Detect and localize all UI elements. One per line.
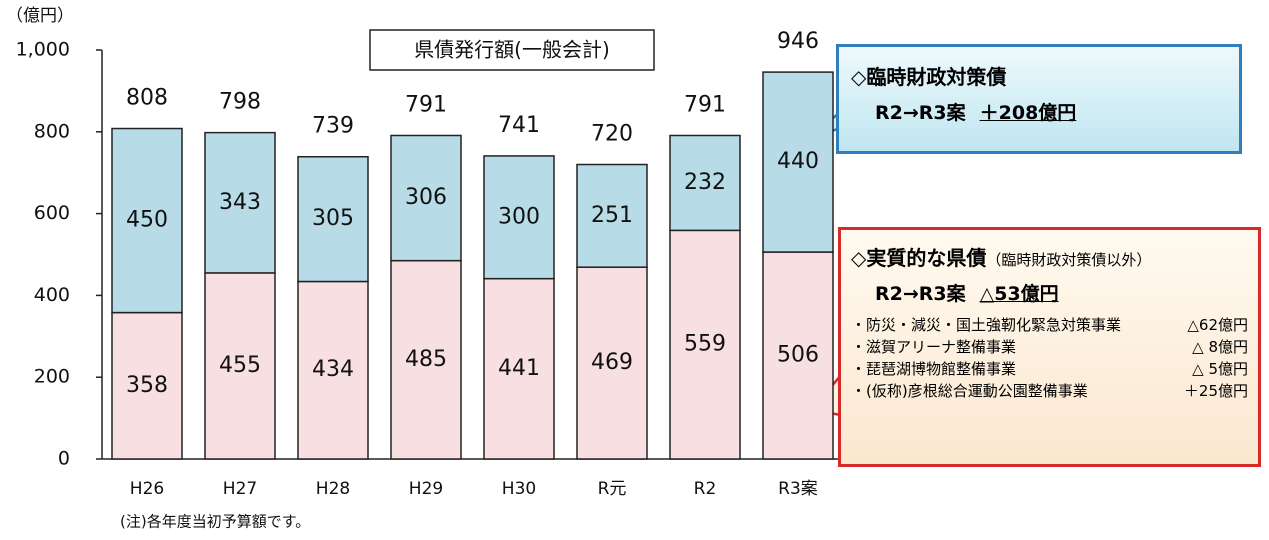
value-label: 506 [777, 343, 819, 368]
callout-heading: ◇実質的な県債 [851, 246, 987, 270]
bar-segment [669, 229, 741, 460]
x-tick-label: H29 [409, 479, 443, 499]
total-label: 739 [312, 114, 354, 139]
total-label: 791 [684, 92, 726, 117]
total-label: 720 [591, 122, 633, 147]
total-label: 791 [405, 92, 447, 117]
item: ・防災・減災・国土強靭化緊急対策事業 △62億円 [851, 314, 1248, 336]
bar-segment [576, 266, 648, 460]
total-label: 798 [219, 90, 261, 115]
x-tick-label: R3案 [778, 479, 818, 499]
value-label: 441 [498, 356, 540, 381]
value-label: 434 [312, 357, 354, 382]
value-label: 300 [498, 204, 540, 229]
item-list: ・防災・減災・国土強靭化緊急対策事業 △62億円 ・滋賀アリーナ整備事業 △ 8億円・… [851, 314, 1248, 402]
x-tick-label: H27 [223, 479, 257, 499]
y-tick-label: 1,000 [16, 39, 70, 61]
value-label: 455 [219, 353, 261, 378]
bar-segment [483, 155, 555, 280]
y-tick-label: 800 [34, 120, 70, 142]
value-label: 559 [684, 332, 726, 357]
value-label: 305 [312, 206, 354, 231]
y-tick-label: 600 [34, 202, 70, 224]
item-amount: ＋25億円 [1183, 382, 1248, 400]
y-tick-label: 400 [34, 284, 70, 306]
unit-label: （億円） [6, 6, 74, 26]
change-value: △53億円 [979, 283, 1059, 305]
value-label: 343 [219, 190, 261, 215]
total-label: 808 [126, 86, 168, 111]
x-tick-label: H28 [316, 479, 350, 499]
bar-segment [204, 131, 276, 274]
callout: ◇臨時財政対策債 R2→R3案 ＋208億円 [836, 44, 1242, 154]
bar-segment [297, 280, 369, 460]
item-amount: △62億円 [1187, 316, 1248, 334]
value-label: 306 [405, 185, 447, 210]
x-tick-label: R元 [598, 479, 627, 499]
value-label: 469 [591, 350, 633, 375]
y-tick-label: 200 [34, 366, 70, 388]
item-name: ・滋賀アリーナ整備事業 [851, 338, 1017, 356]
title-box [369, 29, 655, 71]
callout: ◇実質的な県債（臨時財政対策債以外） R2→R3案 △53億円 ・防災・減災・国土… [838, 227, 1261, 467]
total-label: 741 [498, 113, 540, 138]
item-amount: △ 8億円 [1192, 338, 1248, 356]
note: (注)各年度当初予算額です。 [120, 513, 310, 531]
bar-segment [111, 127, 183, 314]
value-label: 485 [405, 347, 447, 372]
bar-segment [669, 134, 741, 232]
callout-subheading: （臨時財政対策債以外） [986, 251, 1152, 269]
value-label: 251 [591, 203, 633, 228]
x-tick-label: R2 [694, 479, 717, 499]
item: ・(仮称)彦根総合運動公園整備事業 ＋25億円 [851, 380, 1248, 402]
callout-change: R2→R3案 ＋208億円 [875, 98, 1227, 125]
value-label: 358 [126, 373, 168, 398]
bar-segment [576, 163, 648, 268]
item-name: ・琵琶湖博物館整備事業 [851, 360, 1017, 378]
change-label: R2→R3案 [875, 102, 966, 124]
change-value: ＋208億円 [979, 102, 1077, 124]
x-tick-label: H30 [502, 479, 536, 499]
item-amount: △ 5億円 [1192, 360, 1248, 378]
x-tick-label: H26 [130, 479, 164, 499]
bar-segment [483, 277, 555, 460]
bar-segment [762, 71, 834, 253]
value-label: 450 [126, 208, 168, 233]
change-label: R2→R3案 [875, 283, 966, 305]
item-name: ・(仮称)彦根総合運動公園整備事業 [851, 382, 1088, 400]
bar-segment [297, 155, 369, 283]
item: ・滋賀アリーナ整備事業 △ 8億円 [851, 336, 1248, 358]
total-label: 946 [777, 29, 819, 54]
bar-segment [111, 311, 183, 460]
value-label: 232 [684, 170, 726, 195]
bar-segment [390, 134, 462, 262]
callout-heading: ◇臨時財政対策債 [851, 65, 1007, 89]
item-name: ・防災・減災・国土強靭化緊急対策事業 [851, 316, 1122, 334]
item: ・琵琶湖博物館整備事業 △ 5億円 [851, 358, 1248, 380]
chart-title: 県債発行額(一般会計) [414, 38, 610, 62]
bar-segment [762, 251, 834, 460]
y-tick-label: 0 [58, 448, 70, 470]
value-label: 440 [777, 149, 819, 174]
